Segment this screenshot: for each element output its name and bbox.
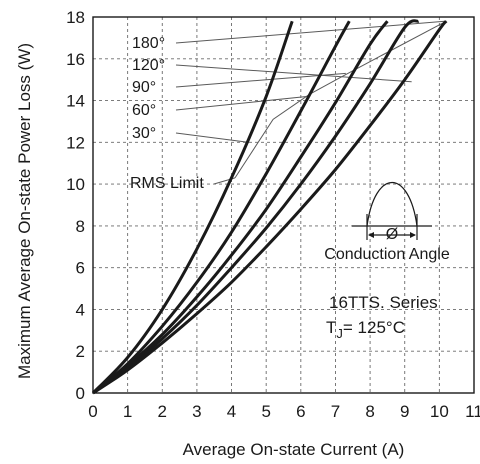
x-axis-title: Average On-state Current (A) bbox=[183, 440, 405, 459]
x-tick-label: 4 bbox=[227, 402, 236, 421]
curve-30deg bbox=[91, 20, 294, 395]
x-tick-label: 8 bbox=[365, 402, 374, 421]
tj-value: = 125°C bbox=[343, 318, 405, 337]
y-tick-label: 14 bbox=[66, 92, 85, 111]
rms-limit-line bbox=[234, 20, 447, 179]
arrowhead-right bbox=[410, 232, 416, 238]
y-tick-label: 10 bbox=[66, 175, 85, 194]
leader-line-60deg bbox=[175, 95, 308, 111]
x-tick-label: 3 bbox=[192, 402, 201, 421]
y-tick-label: 6 bbox=[76, 259, 85, 278]
y-tick-label: 2 bbox=[76, 342, 85, 361]
leader-line-30deg bbox=[175, 132, 249, 143]
x-tick-label: 1 bbox=[123, 402, 132, 421]
series-label-90deg: 90° bbox=[132, 79, 156, 96]
junction-temperature-label: TJ= 125°C bbox=[326, 318, 405, 341]
series-label-60deg: 60° bbox=[132, 102, 156, 119]
series-label-30deg: 30° bbox=[132, 125, 156, 142]
rms-limit-polyline bbox=[234, 20, 447, 179]
device-series-label: 16TTS. Series bbox=[329, 293, 438, 312]
arrowhead-left bbox=[368, 232, 374, 238]
phi-symbol: Ø bbox=[386, 226, 398, 243]
x-tick-label: 2 bbox=[158, 402, 167, 421]
x-tick-label: 7 bbox=[331, 402, 340, 421]
x-tick-label: 9 bbox=[400, 402, 409, 421]
leader-line-180deg bbox=[175, 20, 447, 44]
leader-line-90deg bbox=[175, 72, 346, 88]
conduction-angle-label: Conduction Angle bbox=[324, 246, 450, 263]
half-sine-waveform bbox=[366, 182, 418, 227]
series-labels: 180° 120° 90° 60° 30° bbox=[132, 35, 165, 142]
y-tick-label: 8 bbox=[76, 217, 85, 236]
rms-limit-label: RMS Limit bbox=[130, 175, 204, 192]
x-tick-label: 10 bbox=[430, 402, 449, 421]
tj-symbol: T bbox=[326, 318, 336, 337]
series-label-180deg: 180° bbox=[132, 35, 165, 52]
curve-120deg bbox=[92, 19, 420, 395]
tj-subscript: J bbox=[336, 326, 343, 341]
curve-90deg bbox=[92, 20, 389, 395]
y-axis-title: Maximum Average On-state Power Loss (W) bbox=[15, 43, 34, 379]
conduction-angle-diagram: Ø Conduction Angle bbox=[324, 182, 450, 263]
y-tick-label: 0 bbox=[76, 384, 85, 403]
series-curves bbox=[91, 19, 448, 395]
curve-180deg bbox=[92, 20, 448, 395]
y-tick-label: 12 bbox=[66, 133, 85, 152]
x-tick-label: 11 bbox=[465, 402, 480, 421]
curve-60deg bbox=[92, 20, 351, 395]
series-label-120deg: 120° bbox=[132, 57, 165, 74]
x-tick-label: 0 bbox=[88, 402, 97, 421]
y-tick-label: 18 bbox=[66, 8, 85, 27]
x-tick-label: 5 bbox=[261, 402, 270, 421]
x-tick-label: 6 bbox=[296, 402, 305, 421]
plot-frame bbox=[92, 16, 475, 394]
y-tick-label: 4 bbox=[76, 300, 85, 319]
label-leader-lines bbox=[175, 20, 447, 185]
y-tick-label: 16 bbox=[66, 50, 85, 69]
